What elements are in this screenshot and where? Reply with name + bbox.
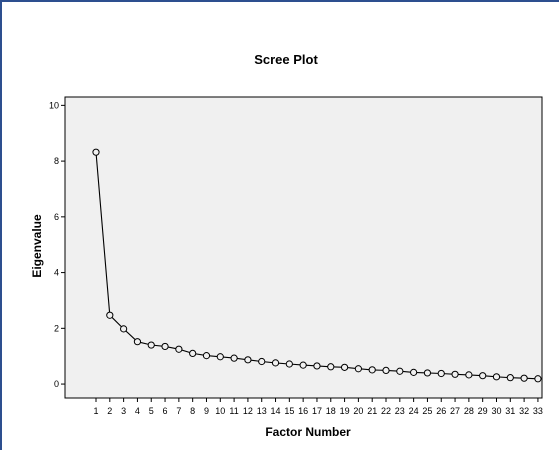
x-tick-label: 7 <box>176 406 181 416</box>
x-tick-label: 2 <box>107 406 112 416</box>
x-tick-label: 27 <box>450 406 460 416</box>
eigenvalue-series <box>92 148 542 383</box>
x-tick-label: 3 <box>121 406 126 416</box>
y-tick-label: 8 <box>54 156 59 166</box>
x-tick-label: 26 <box>436 406 446 416</box>
data-point <box>202 352 211 360</box>
x-axis: 1 2 3 4 5 6 7 8 9 10 11 12 13 14 15 16 17 18 19 20 21 22 23 24 2… <box>93 398 543 416</box>
data-point <box>368 366 376 374</box>
data-point <box>313 362 321 370</box>
data-point <box>410 368 418 376</box>
y-tick-label: 2 <box>54 323 59 333</box>
data-point <box>285 360 293 368</box>
x-tick-label: 30 <box>491 406 501 416</box>
x-tick-label: 4 <box>135 406 140 416</box>
data-point <box>492 373 501 381</box>
x-tick-label: 28 <box>464 406 474 416</box>
x-tick-label: 32 <box>519 406 529 416</box>
data-point <box>423 369 432 377</box>
data-point <box>258 357 266 366</box>
data-point <box>479 372 487 380</box>
data-point <box>520 374 528 382</box>
data-point <box>216 353 224 361</box>
data-point <box>244 356 252 364</box>
data-point <box>437 369 445 378</box>
data-point <box>133 338 142 346</box>
x-tick-label: 6 <box>163 406 168 416</box>
y-tick-label: 4 <box>54 268 59 278</box>
x-tick-label: 20 <box>353 406 363 416</box>
x-tick-label: 19 <box>340 406 350 416</box>
y-tick-label: 6 <box>54 212 59 222</box>
x-tick-label: 17 <box>312 406 322 416</box>
y-tick-label: 10 <box>49 100 59 110</box>
data-point <box>147 341 155 349</box>
data-point <box>354 365 362 373</box>
data-point <box>120 325 128 333</box>
x-tick-label: 22 <box>381 406 391 416</box>
data-point <box>382 366 390 375</box>
x-tick-label: 13 <box>257 406 267 416</box>
x-tick-label: 5 <box>149 406 154 416</box>
x-tick-label: 1 <box>93 406 98 416</box>
x-tick-label: 31 <box>505 406 515 416</box>
data-point <box>327 363 335 371</box>
x-tick-label: 21 <box>367 406 377 416</box>
data-point <box>161 342 169 351</box>
data-point <box>175 345 183 353</box>
x-tick-label: 9 <box>204 406 209 416</box>
x-axis-label: Factor Number <box>265 425 351 439</box>
data-point <box>451 370 459 378</box>
data-point <box>465 371 473 379</box>
x-tick-label: 12 <box>243 406 253 416</box>
x-tick-label: 33 <box>533 406 543 416</box>
x-tick-label: 23 <box>395 406 405 416</box>
x-tick-label: 25 <box>422 406 432 416</box>
x-tick-label: 15 <box>284 406 294 416</box>
x-tick-label: 16 <box>298 406 308 416</box>
x-tick-label: 14 <box>271 406 281 416</box>
y-axis-label: Eigenvalue <box>30 214 44 278</box>
x-tick-label: 18 <box>326 406 336 416</box>
data-point <box>92 148 100 156</box>
x-tick-label: 11 <box>229 406 238 416</box>
data-point <box>396 367 404 375</box>
data-point <box>534 375 542 383</box>
y-axis: 0 2 4 6 8 10 <box>49 100 65 389</box>
x-tick-label: 8 <box>190 406 195 416</box>
x-tick-label: 24 <box>409 406 419 416</box>
data-point <box>189 349 197 358</box>
data-point <box>106 311 114 319</box>
plot-area <box>64 96 543 399</box>
data-point <box>230 354 238 362</box>
data-point <box>506 374 514 382</box>
data-point <box>299 361 307 369</box>
chart-title: Scree Plot <box>254 52 318 67</box>
y-tick-label: 0 <box>54 379 59 389</box>
data-point <box>340 363 349 371</box>
x-tick-label: 29 <box>478 406 488 416</box>
data-point <box>271 359 280 367</box>
x-tick-label: 10 <box>215 406 225 416</box>
